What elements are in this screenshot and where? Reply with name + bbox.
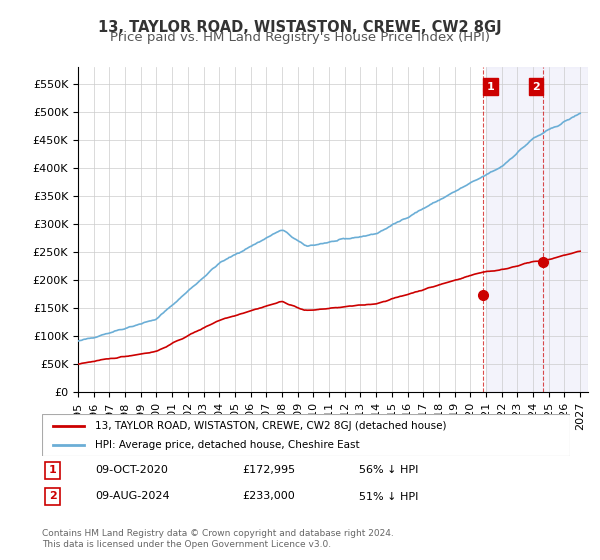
Text: 1: 1	[487, 82, 494, 92]
Text: HPI: Average price, detached house, Cheshire East: HPI: Average price, detached house, Ches…	[95, 440, 359, 450]
Text: 2: 2	[532, 82, 540, 92]
Text: 13, TAYLOR ROAD, WISTASTON, CREWE, CW2 8GJ (detached house): 13, TAYLOR ROAD, WISTASTON, CREWE, CW2 8…	[95, 421, 446, 431]
Text: £172,995: £172,995	[242, 465, 296, 475]
FancyBboxPatch shape	[42, 414, 570, 456]
Bar	[486, 67, 588, 392]
Text: Contains HM Land Registry data © Crown copyright and database right 2024.
This d: Contains HM Land Registry data © Crown c…	[42, 529, 394, 549]
Text: Price paid vs. HM Land Registry's House Price Index (HPI): Price paid vs. HM Land Registry's House …	[110, 31, 490, 44]
Text: 09-OCT-2020: 09-OCT-2020	[95, 465, 167, 475]
Text: £233,000: £233,000	[242, 492, 295, 502]
Text: 56% ↓ HPI: 56% ↓ HPI	[359, 465, 418, 475]
Text: 09-AUG-2024: 09-AUG-2024	[95, 492, 169, 502]
Text: 1: 1	[49, 465, 56, 475]
Text: 51% ↓ HPI: 51% ↓ HPI	[359, 492, 418, 502]
Text: 2: 2	[49, 492, 56, 502]
Text: 13, TAYLOR ROAD, WISTASTON, CREWE, CW2 8GJ: 13, TAYLOR ROAD, WISTASTON, CREWE, CW2 8…	[98, 20, 502, 35]
